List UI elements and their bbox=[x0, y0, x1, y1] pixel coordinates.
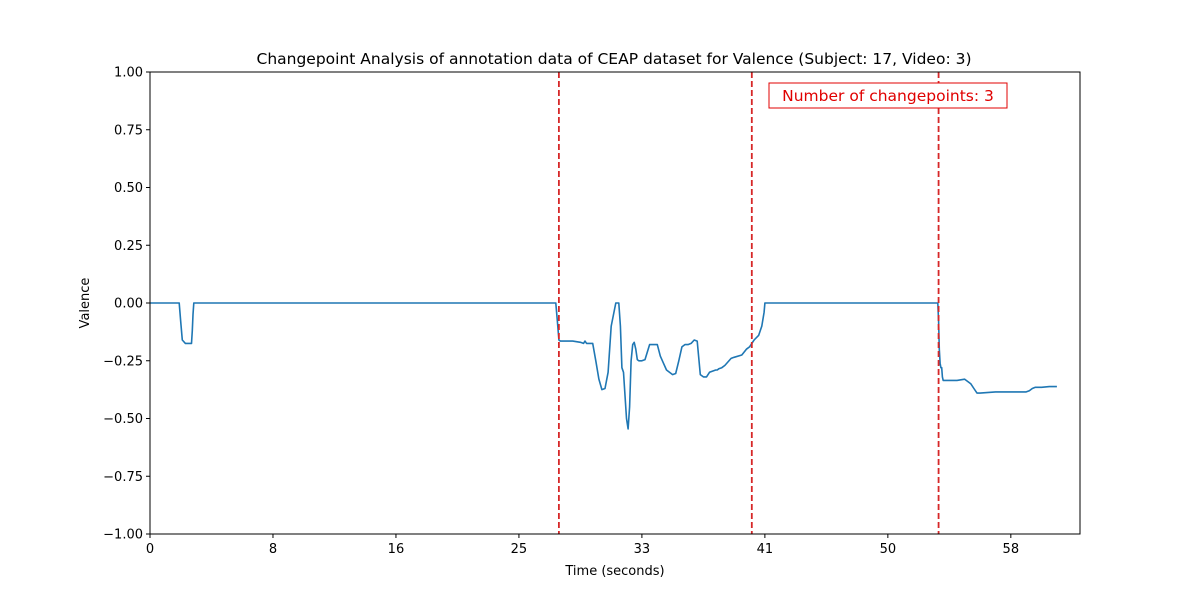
annotation-box-frame bbox=[768, 82, 1008, 109]
changepoint-layer bbox=[557, 72, 940, 534]
x-tick-label: 16 bbox=[388, 542, 405, 557]
x-tick-label: 0 bbox=[146, 542, 154, 557]
y-tick-label: −0.25 bbox=[103, 354, 143, 369]
chart-title: Changepoint Analysis of annotation data … bbox=[257, 50, 972, 68]
x-tick-label: 50 bbox=[880, 542, 897, 557]
y-tick-label: 1.00 bbox=[114, 66, 143, 81]
y-tick-label: −0.50 bbox=[103, 412, 143, 427]
series-layer bbox=[150, 302, 1057, 430]
y-tick-label: 0.50 bbox=[114, 181, 143, 196]
y-tick-label: −0.75 bbox=[103, 470, 143, 485]
x-axis-ticks: 0 8 16 25 33 41 50 58 bbox=[146, 534, 1019, 557]
y-tick-label: 0.00 bbox=[114, 297, 143, 312]
y-tick-label: 0.75 bbox=[114, 123, 143, 138]
y-axis-ticks: 1.00 0.75 0.50 0.25 0.00 −0.25 −0.50 −0.75 −1.00 bbox=[103, 66, 150, 543]
valence-series-line bbox=[150, 302, 1057, 430]
x-tick-label: 8 bbox=[269, 542, 277, 557]
x-tick-label: 33 bbox=[634, 542, 651, 557]
x-tick-label: 41 bbox=[757, 542, 774, 557]
plot-frame bbox=[149, 71, 1081, 535]
changepoint-count-label: Number of changepoints: 3 bbox=[782, 87, 994, 105]
y-tick-label: 0.25 bbox=[114, 239, 143, 254]
y-axis-label: Valence bbox=[78, 278, 93, 329]
x-axis-label: Time (seconds) bbox=[564, 564, 664, 579]
y-tick-label: −1.00 bbox=[103, 528, 143, 543]
x-tick-label: 25 bbox=[511, 542, 528, 557]
changepoint-count-box: Number of changepoints: 3 bbox=[768, 82, 1008, 109]
x-tick-label: 58 bbox=[1003, 542, 1020, 557]
